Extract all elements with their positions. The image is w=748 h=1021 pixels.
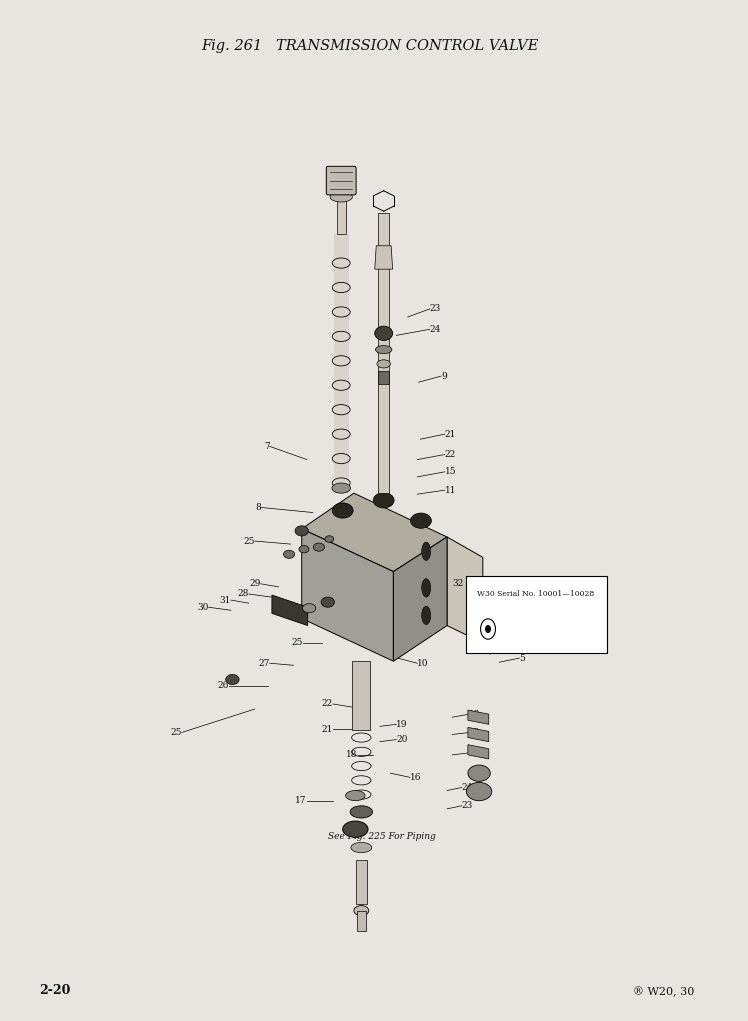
Text: 14: 14 bbox=[470, 748, 481, 758]
Ellipse shape bbox=[351, 842, 372, 853]
Text: W30 Serial No. 10001—10028: W30 Serial No. 10001—10028 bbox=[477, 590, 595, 598]
Text: 18: 18 bbox=[346, 750, 358, 760]
Ellipse shape bbox=[283, 550, 295, 558]
Text: 29: 29 bbox=[249, 579, 261, 588]
Text: 16: 16 bbox=[410, 773, 421, 782]
Text: 26: 26 bbox=[218, 681, 229, 690]
Ellipse shape bbox=[321, 597, 334, 607]
Ellipse shape bbox=[373, 493, 394, 508]
Ellipse shape bbox=[313, 543, 325, 551]
Ellipse shape bbox=[411, 513, 432, 528]
Ellipse shape bbox=[332, 503, 353, 518]
Ellipse shape bbox=[375, 345, 392, 353]
Text: See Fig. 225 For Piping: See Fig. 225 For Piping bbox=[328, 832, 435, 841]
Ellipse shape bbox=[330, 192, 352, 202]
Ellipse shape bbox=[494, 597, 506, 606]
Text: 19: 19 bbox=[396, 720, 408, 729]
Polygon shape bbox=[357, 911, 366, 931]
Text: 23: 23 bbox=[430, 304, 441, 313]
Text: 3: 3 bbox=[489, 579, 495, 588]
Text: 24: 24 bbox=[462, 783, 473, 792]
Text: Fig. 261   TRANSMISSION CONTROL VALVE: Fig. 261 TRANSMISSION CONTROL VALVE bbox=[202, 39, 539, 53]
Polygon shape bbox=[468, 727, 488, 741]
Polygon shape bbox=[468, 710, 488, 724]
Text: 30: 30 bbox=[197, 602, 209, 612]
Ellipse shape bbox=[226, 675, 239, 685]
Polygon shape bbox=[301, 529, 393, 662]
Text: 27: 27 bbox=[258, 659, 270, 668]
Polygon shape bbox=[378, 213, 389, 493]
Ellipse shape bbox=[302, 603, 316, 613]
Text: 20: 20 bbox=[396, 735, 408, 744]
Ellipse shape bbox=[350, 806, 373, 818]
Text: 11: 11 bbox=[445, 486, 456, 494]
Ellipse shape bbox=[422, 579, 431, 597]
Text: 17: 17 bbox=[295, 796, 307, 806]
Ellipse shape bbox=[332, 483, 351, 493]
Text: 28: 28 bbox=[237, 589, 249, 598]
Polygon shape bbox=[352, 662, 370, 730]
Text: 32: 32 bbox=[453, 579, 464, 588]
Text: 12: 12 bbox=[470, 728, 481, 737]
Text: 6: 6 bbox=[508, 645, 514, 654]
Ellipse shape bbox=[295, 526, 308, 536]
Text: 2-20: 2-20 bbox=[39, 984, 70, 998]
Text: 2: 2 bbox=[536, 628, 542, 637]
FancyBboxPatch shape bbox=[326, 166, 356, 195]
Text: 13: 13 bbox=[470, 710, 481, 719]
Polygon shape bbox=[378, 371, 389, 384]
Polygon shape bbox=[272, 595, 307, 626]
Polygon shape bbox=[334, 234, 349, 493]
Circle shape bbox=[480, 619, 495, 639]
Text: 25: 25 bbox=[171, 728, 182, 737]
Text: 8: 8 bbox=[255, 503, 261, 512]
Text: 25: 25 bbox=[243, 537, 255, 545]
Text: 7: 7 bbox=[264, 442, 270, 451]
Polygon shape bbox=[337, 185, 346, 234]
Polygon shape bbox=[375, 246, 393, 270]
Text: 4: 4 bbox=[417, 618, 423, 627]
Text: 24: 24 bbox=[430, 325, 441, 334]
Ellipse shape bbox=[299, 545, 309, 552]
Text: 15: 15 bbox=[445, 468, 456, 477]
Text: 25: 25 bbox=[292, 638, 303, 647]
Text: 5: 5 bbox=[519, 653, 525, 663]
Polygon shape bbox=[301, 493, 447, 572]
FancyBboxPatch shape bbox=[466, 576, 607, 653]
Ellipse shape bbox=[468, 765, 490, 781]
Text: 10: 10 bbox=[417, 659, 429, 668]
Ellipse shape bbox=[346, 790, 365, 800]
Ellipse shape bbox=[487, 611, 499, 620]
Text: 1: 1 bbox=[305, 554, 310, 564]
Ellipse shape bbox=[343, 821, 368, 837]
Ellipse shape bbox=[375, 326, 393, 340]
Polygon shape bbox=[393, 537, 447, 662]
Text: 31: 31 bbox=[220, 595, 231, 604]
Ellipse shape bbox=[377, 359, 390, 368]
Polygon shape bbox=[468, 744, 488, 759]
Text: 23: 23 bbox=[462, 801, 473, 811]
Polygon shape bbox=[356, 860, 367, 904]
Text: 21: 21 bbox=[322, 725, 333, 734]
Circle shape bbox=[485, 625, 491, 633]
Polygon shape bbox=[447, 537, 482, 643]
Text: ® W20, 30: ® W20, 30 bbox=[633, 986, 694, 998]
Ellipse shape bbox=[467, 782, 491, 800]
Ellipse shape bbox=[354, 906, 369, 916]
Ellipse shape bbox=[325, 536, 334, 542]
Text: 22: 22 bbox=[445, 450, 456, 459]
Text: 22: 22 bbox=[322, 699, 333, 709]
Text: 9: 9 bbox=[441, 372, 447, 381]
Ellipse shape bbox=[422, 542, 431, 561]
Text: 21: 21 bbox=[445, 430, 456, 439]
Ellipse shape bbox=[422, 606, 431, 625]
